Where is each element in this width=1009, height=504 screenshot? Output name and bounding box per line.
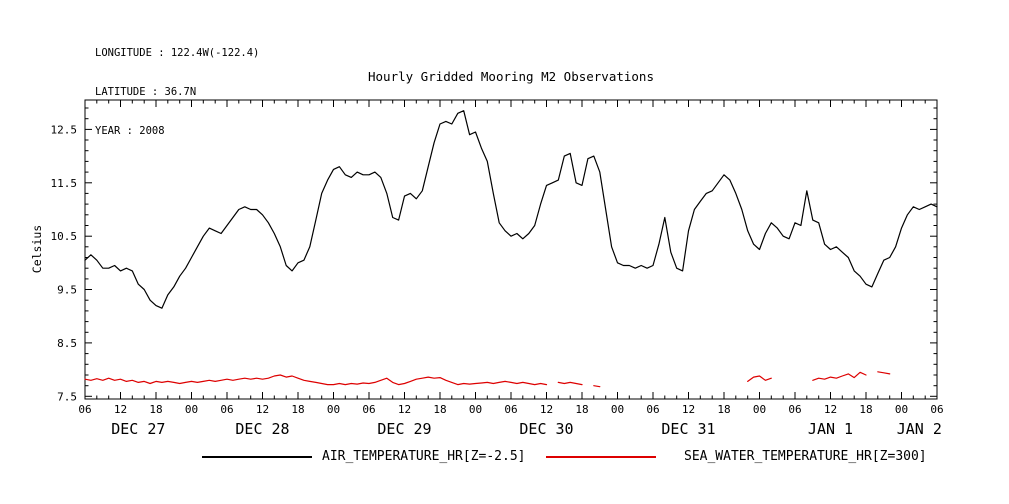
svg-text:18: 18 (291, 403, 304, 416)
year-label: YEAR : 2008 (95, 125, 165, 137)
svg-text:06: 06 (220, 403, 233, 416)
sea-water-temperature-legend-label: SEA_WATER_TEMPERATURE_HR[Z=300] (684, 449, 927, 464)
svg-text:00: 00 (469, 403, 482, 416)
svg-text:18: 18 (859, 403, 872, 416)
svg-text:18: 18 (149, 403, 162, 416)
longitude-label: LONGITUDE : 122.4W(-122.4) (95, 47, 260, 59)
svg-text:00: 00 (185, 403, 198, 416)
air-temperature-line-swatch (202, 456, 312, 458)
svg-text:7.5: 7.5 (57, 390, 77, 403)
svg-text:12: 12 (114, 403, 127, 416)
svg-text:11.5: 11.5 (51, 177, 78, 190)
svg-text:18: 18 (433, 403, 446, 416)
svg-text:00: 00 (895, 403, 908, 416)
svg-text:06: 06 (504, 403, 517, 416)
svg-text:8.5: 8.5 (57, 337, 77, 350)
svg-text:12: 12 (540, 403, 553, 416)
sea-water-temperature-line-swatch (546, 456, 656, 458)
svg-text:06: 06 (362, 403, 375, 416)
svg-text:DEC 27: DEC 27 (111, 420, 165, 438)
svg-text:10.5: 10.5 (51, 230, 78, 243)
svg-text:9.5: 9.5 (57, 284, 77, 297)
svg-text:12: 12 (824, 403, 837, 416)
svg-text:06: 06 (788, 403, 801, 416)
svg-text:DEC 28: DEC 28 (235, 420, 289, 438)
svg-text:12: 12 (682, 403, 695, 416)
svg-text:JAN 1: JAN 1 (808, 420, 853, 438)
svg-text:06: 06 (78, 403, 91, 416)
svg-text:00: 00 (753, 403, 766, 416)
svg-text:12: 12 (256, 403, 269, 416)
chart-title: Hourly Gridded Mooring M2 Observations (368, 69, 654, 84)
y-axis-label: Celsius (30, 224, 44, 274)
svg-text:12: 12 (398, 403, 411, 416)
air-temperature-legend-label: AIR_TEMPERATURE_HR[Z=-2.5] (322, 449, 526, 464)
svg-text:DEC 31: DEC 31 (661, 420, 715, 438)
svg-text:00: 00 (327, 403, 340, 416)
plot-header: LONGITUDE : 122.4W(-122.4) LATITUDE : 36… (95, 21, 259, 164)
svg-text:DEC 30: DEC 30 (519, 420, 573, 438)
svg-text:00: 00 (611, 403, 624, 416)
svg-text:12.5: 12.5 (51, 123, 78, 136)
svg-text:06: 06 (930, 403, 943, 416)
svg-text:18: 18 (575, 403, 588, 416)
latitude-label: LATITUDE : 36.7N (95, 86, 197, 98)
svg-text:DEC 29: DEC 29 (377, 420, 431, 438)
svg-text:JAN 2: JAN 2 (897, 420, 942, 438)
svg-text:18: 18 (717, 403, 730, 416)
svg-text:06: 06 (646, 403, 659, 416)
